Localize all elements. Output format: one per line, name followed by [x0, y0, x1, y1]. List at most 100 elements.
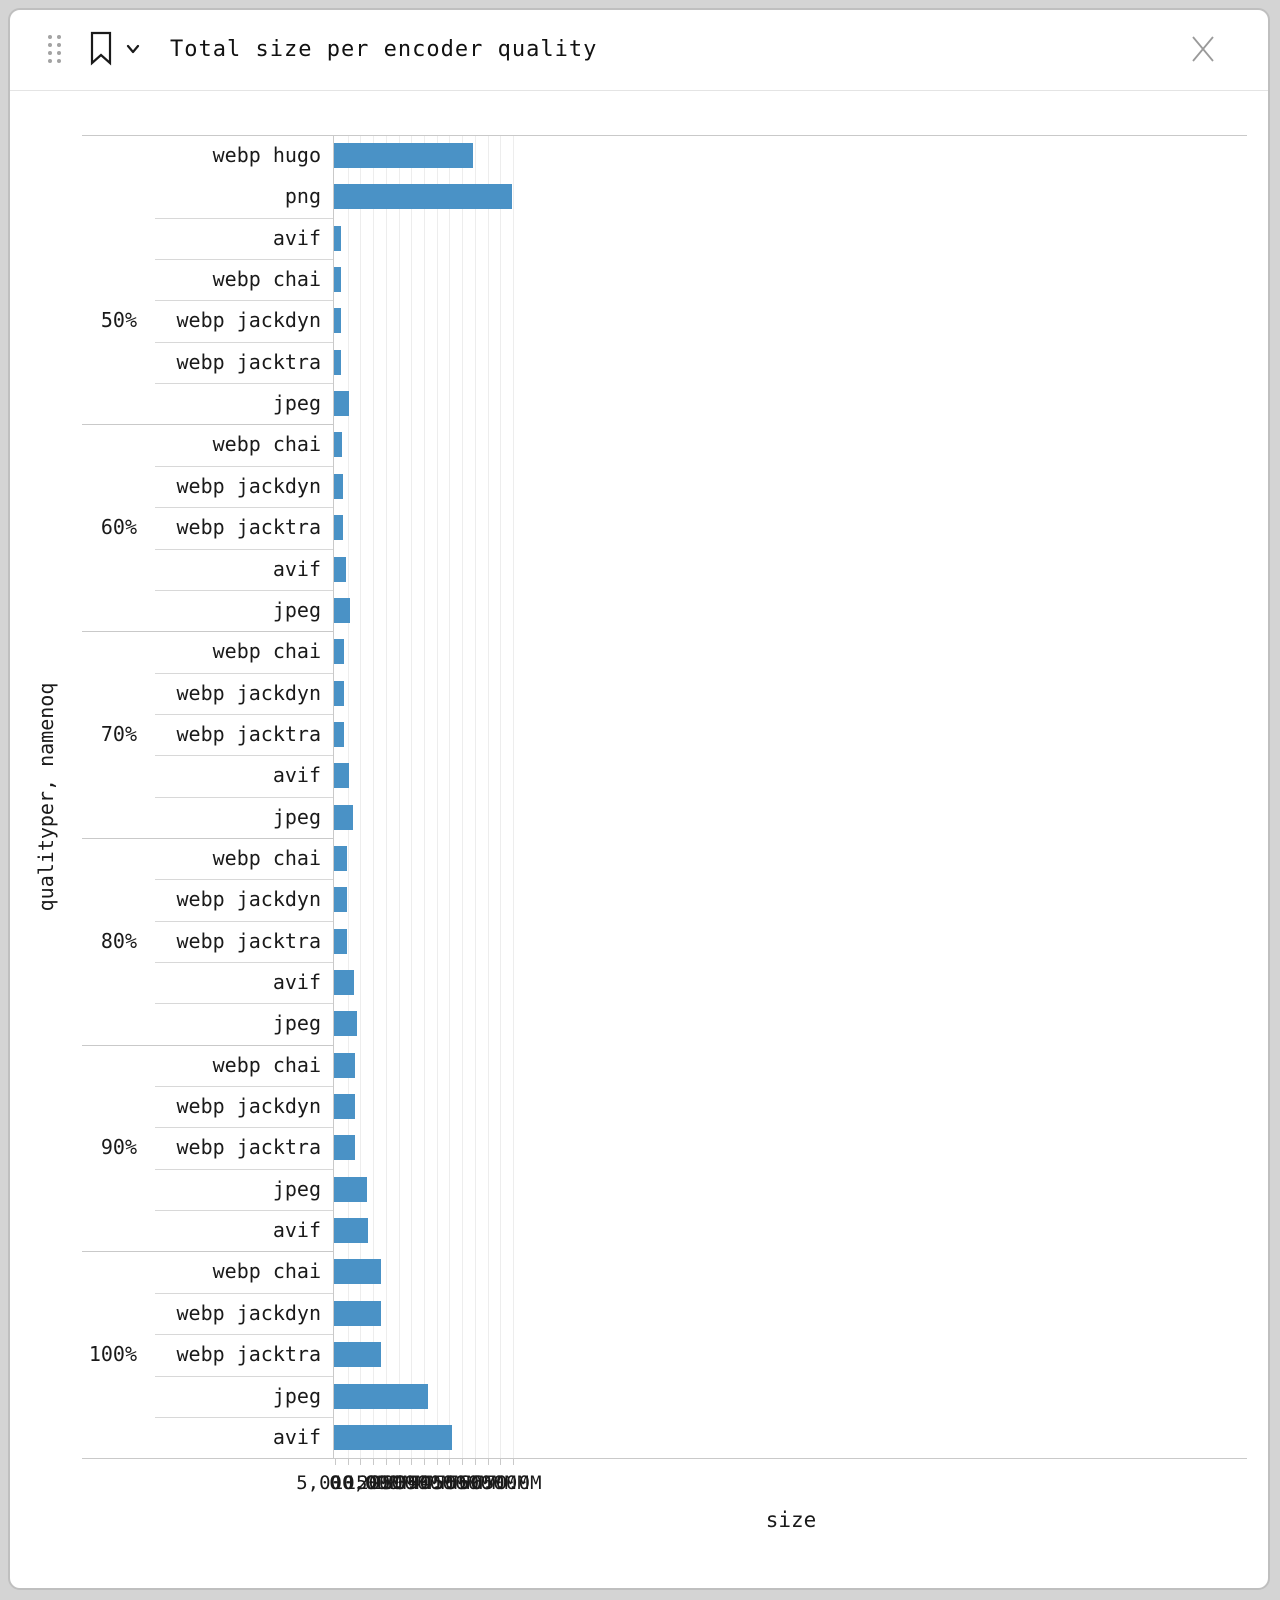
bar[interactable] [334, 1259, 381, 1285]
bar[interactable] [334, 1094, 356, 1120]
y-axis-title: qualityper, namenoq [34, 682, 58, 911]
row-label: avif [272, 1218, 321, 1243]
row-label: avif [272, 556, 321, 581]
row-label: webp chai [212, 1259, 321, 1284]
encoder-divider [155, 383, 333, 385]
quality-group-label: 50% [100, 308, 137, 333]
encoder-divider [155, 672, 333, 674]
bar[interactable] [334, 597, 351, 623]
drag-handle-icon[interactable] [44, 32, 66, 66]
bar[interactable] [334, 1011, 358, 1037]
bar[interactable] [334, 763, 350, 789]
x-tick-label: 70.0M [484, 1472, 542, 1495]
encoder-divider [155, 589, 333, 591]
x-tick-label: 15.0M [344, 1472, 402, 1495]
bar[interactable] [334, 143, 474, 168]
x-tick-label: 60.0M [458, 1472, 517, 1495]
bar[interactable] [334, 184, 512, 210]
bar[interactable] [334, 1176, 368, 1202]
row-label: jpeg [272, 1383, 321, 1408]
group-divider [82, 631, 333, 633]
encoder-divider [155, 1416, 333, 1418]
x-gridline [385, 135, 387, 1459]
row-label: avif [272, 1424, 321, 1449]
x-tick-label: 5,000,000 [296, 1472, 400, 1495]
row-label: webp jackdyn [176, 1094, 322, 1119]
row-label: webp chai [212, 432, 321, 457]
x-tick-mark [500, 1458, 502, 1466]
x-tick-label: 25.0M [369, 1472, 428, 1495]
bar[interactable] [334, 928, 347, 954]
chevron-down-icon[interactable] [122, 36, 144, 62]
x-tick-label: 65.0M [471, 1472, 529, 1495]
bar[interactable] [334, 887, 347, 913]
bar[interactable] [334, 473, 343, 499]
quality-group-label: 90% [100, 1135, 137, 1160]
encoder-divider [155, 300, 333, 302]
x-tick-mark [449, 1458, 451, 1466]
x-gridline [474, 135, 476, 1459]
bar[interactable] [334, 1383, 428, 1409]
bar[interactable] [334, 391, 349, 417]
row-label: webp chai [212, 639, 321, 664]
bar[interactable] [334, 845, 347, 871]
bar[interactable] [334, 1052, 356, 1078]
bar[interactable] [334, 1300, 381, 1326]
x-tick-label: 55.0M [446, 1472, 504, 1495]
x-tick-label: 40.0M [408, 1472, 466, 1495]
row-label: webp chai [212, 1052, 321, 1077]
bar[interactable] [334, 556, 346, 582]
row-label: webp jacktra [176, 1342, 322, 1367]
bar[interactable] [334, 349, 342, 375]
bar[interactable] [334, 267, 342, 293]
row-label: jpeg [272, 597, 321, 622]
x-tick-mark [423, 1458, 425, 1466]
x-tick-label: 35.0M [395, 1472, 453, 1495]
bar[interactable] [334, 970, 355, 995]
row-label: webp jackdyn [176, 308, 322, 333]
x-tick-label: 0 [329, 1472, 341, 1495]
x-tick-mark [462, 1458, 464, 1466]
x-tick-mark [474, 1458, 476, 1466]
bar[interactable] [334, 1342, 381, 1368]
row-label: webp jackdyn [176, 680, 322, 705]
bar[interactable] [334, 432, 343, 458]
encoder-divider [155, 259, 333, 261]
row-label: webp chai [212, 267, 321, 292]
bar[interactable] [334, 515, 343, 541]
bar[interactable] [334, 308, 342, 334]
row-label: jpeg [272, 1011, 321, 1036]
row-label: webp chai [212, 845, 321, 870]
chart-panel: Total size per encoder quality size qual… [8, 8, 1270, 1590]
encoder-divider [155, 755, 333, 757]
bar[interactable] [334, 721, 344, 747]
bar[interactable] [334, 680, 344, 706]
row-label: jpeg [272, 391, 321, 416]
quality-group-label: 80% [100, 928, 137, 953]
encoder-divider [155, 1086, 333, 1088]
bar[interactable] [334, 1218, 369, 1244]
encoder-divider [155, 1375, 333, 1377]
encoder-divider [155, 1127, 333, 1129]
encoder-divider [155, 1003, 333, 1005]
group-divider [82, 1044, 333, 1046]
x-tick-mark [411, 1458, 413, 1466]
x-tick-mark [512, 1458, 514, 1466]
plot-bottom-border [82, 1458, 1247, 1460]
bar[interactable] [334, 1424, 453, 1450]
x-gridline [500, 135, 502, 1459]
x-tick-mark [335, 1458, 336, 1466]
bar[interactable] [334, 804, 353, 830]
bar[interactable] [334, 225, 342, 251]
group-divider [82, 424, 333, 426]
bar-chart: size qualityper, namenoq 0 5,000,000 10.0M… [10, 10, 1268, 1588]
x-tick-mark [487, 1458, 489, 1466]
close-icon[interactable] [1186, 32, 1220, 66]
row-label: webp jacktra [176, 1135, 322, 1160]
bar[interactable] [334, 1135, 356, 1161]
bookmark-icon[interactable] [88, 30, 114, 68]
encoder-divider [155, 920, 333, 922]
x-tick-label: 50.0M [433, 1472, 491, 1495]
row-label: jpeg [272, 1176, 321, 1201]
bar[interactable] [334, 639, 344, 665]
